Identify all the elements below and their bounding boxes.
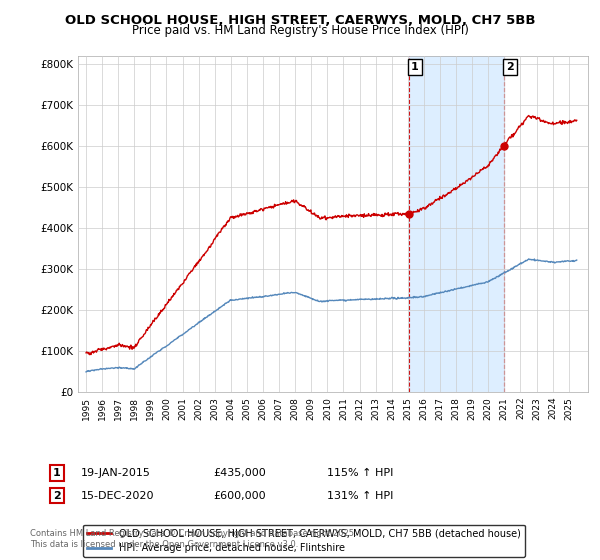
- Text: £600,000: £600,000: [213, 491, 266, 501]
- Legend: OLD SCHOOL HOUSE, HIGH STREET, CAERWYS, MOLD, CH7 5BB (detached house), HPI: Ave: OLD SCHOOL HOUSE, HIGH STREET, CAERWYS, …: [83, 525, 524, 557]
- Text: Price paid vs. HM Land Registry's House Price Index (HPI): Price paid vs. HM Land Registry's House …: [131, 24, 469, 36]
- Text: 15-DEC-2020: 15-DEC-2020: [81, 491, 155, 501]
- Text: 1: 1: [411, 62, 419, 72]
- Text: OLD SCHOOL HOUSE, HIGH STREET, CAERWYS, MOLD, CH7 5BB: OLD SCHOOL HOUSE, HIGH STREET, CAERWYS, …: [65, 14, 535, 27]
- Bar: [409, 56, 503, 392]
- Text: Contains HM Land Registry data © Crown copyright and database right 2025.
This d: Contains HM Land Registry data © Crown c…: [30, 529, 356, 549]
- Text: 115% ↑ HPI: 115% ↑ HPI: [327, 468, 394, 478]
- Text: 2: 2: [506, 62, 514, 72]
- Text: 1: 1: [53, 468, 61, 478]
- Text: 131% ↑ HPI: 131% ↑ HPI: [327, 491, 394, 501]
- Text: £435,000: £435,000: [213, 468, 266, 478]
- Text: 2: 2: [53, 491, 61, 501]
- Text: 19-JAN-2015: 19-JAN-2015: [81, 468, 151, 478]
